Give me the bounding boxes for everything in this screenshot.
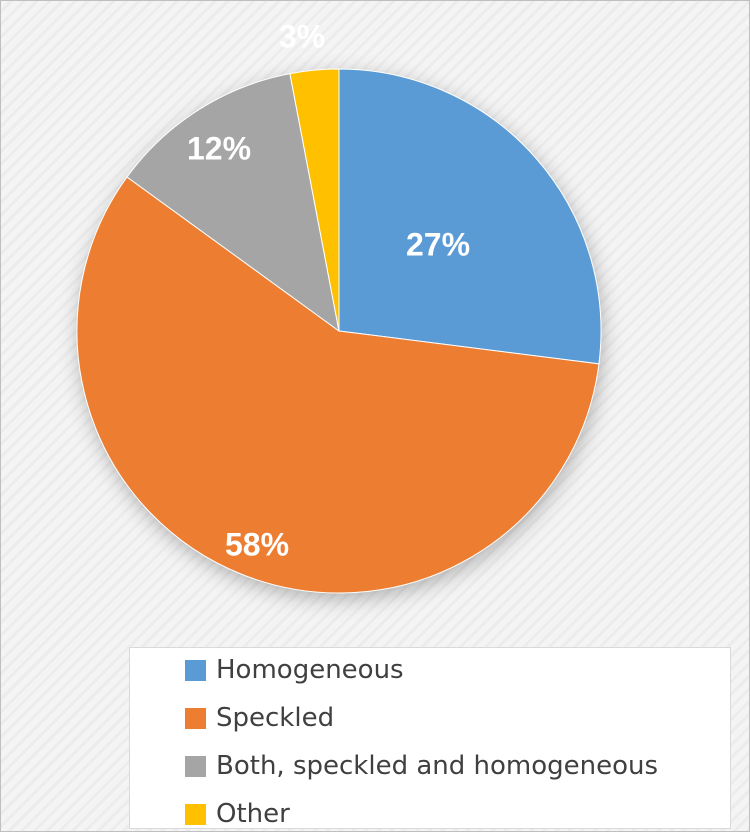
data-label-other: 3% <box>279 18 325 54</box>
pie-slice-homogeneous <box>338 68 602 365</box>
legend-label: Speckled <box>216 703 335 733</box>
legend-swatch <box>185 803 206 825</box>
legend-item-speckled: Speckled <box>185 698 334 738</box>
pie-slice-other <box>289 68 340 332</box>
legend-swatch <box>185 755 206 777</box>
legend: Homogeneous Speckled Both, speckled and ho… <box>129 647 731 829</box>
data-label-both-speckled-and-homogeneous: 12% <box>187 130 251 166</box>
pie-slice-speckled <box>76 176 600 594</box>
legend-item-homogeneous: Homogeneous <box>185 650 404 690</box>
legend-item-other: Other <box>185 794 290 834</box>
legend-item-both-speckled-and-homogeneous: Both, speckled and homogeneous <box>185 746 658 786</box>
pie-slices <box>76 68 602 594</box>
pie-slice-both-speckled-and-homogeneous <box>126 73 340 333</box>
data-label-speckled: 58% <box>225 526 289 562</box>
legend-label: Other <box>216 799 290 829</box>
data-label-homogeneous: 27% <box>406 226 470 262</box>
legend-swatch <box>185 707 206 729</box>
legend-swatch <box>185 659 206 681</box>
legend-label: Homogeneous <box>216 655 404 685</box>
legend-label: Both, speckled and homogeneous <box>216 751 659 781</box>
pie-data-labels: 27% 58% 12% 3% <box>187 18 470 562</box>
